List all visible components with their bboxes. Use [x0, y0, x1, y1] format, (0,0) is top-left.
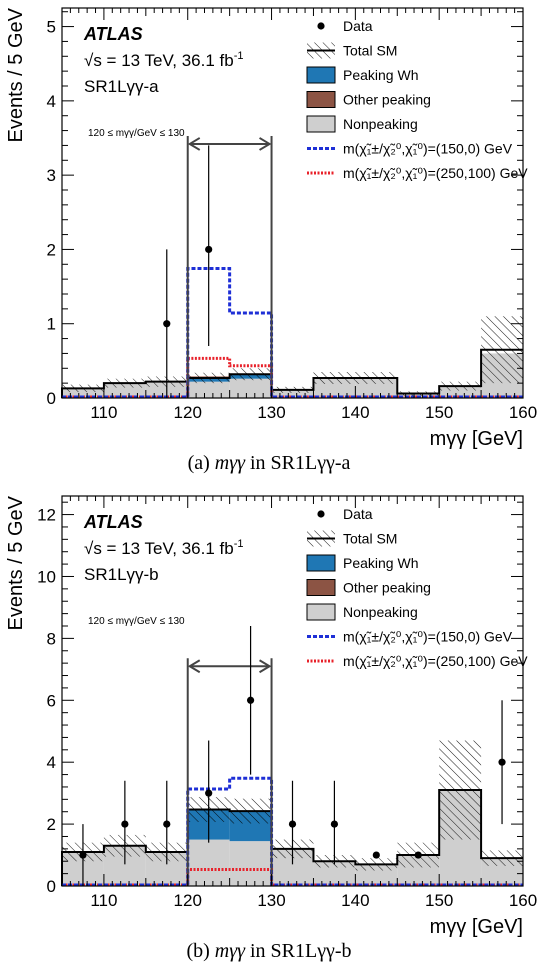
data-point — [205, 245, 213, 254]
window-label: 120 ≤ mγγ/GeV ≤ 130 — [88, 616, 185, 627]
experiment-label: ATLAS — [83, 24, 143, 44]
legend-fill-swatch — [306, 91, 336, 108]
y-tick-label: 10 — [37, 567, 56, 586]
nonpeaking-bar — [439, 386, 482, 398]
window-arrow-head-right — [259, 659, 272, 674]
legend-fill-swatch — [306, 66, 336, 84]
legend-label: Total SM — [343, 43, 397, 59]
x-tick-label: 140 — [341, 403, 369, 422]
legend-label: Nonpeaking — [343, 604, 418, 620]
y-tick-label: 4 — [47, 753, 56, 772]
legend-label: Other peaking — [343, 580, 431, 596]
legend-label: Data — [343, 506, 373, 522]
data-point — [121, 820, 129, 828]
window-arrow-head-left — [187, 137, 201, 151]
nonpeaking-bar — [229, 378, 272, 398]
energy-label-sup: -1 — [234, 538, 244, 550]
legend-label: m(χ̃₁±/χ̃₂⁰,χ̃₁⁰)=(150,0) GeV — [343, 629, 513, 645]
x-tick-label: 160 — [509, 403, 537, 422]
legend-label: Peaking Wh — [343, 67, 418, 83]
region-label: SR1Lγγ-b — [84, 565, 159, 584]
data-point — [498, 758, 506, 766]
y-tick-label: 2 — [47, 240, 56, 259]
legend-label: Other peaking — [343, 92, 431, 108]
x-tick-label: 130 — [257, 403, 285, 422]
legend-data-marker — [317, 510, 325, 518]
region-label: SR1Lγγ-a — [84, 77, 159, 96]
x-tick-label: 150 — [425, 403, 453, 422]
plot-frame — [61, 495, 524, 887]
nonpeaking-bar — [187, 839, 230, 886]
chart-panel-a: 0 1 2 3 4 5 110 120 130 140 150 160 mγγ [GeV] Events … — [5, 7, 537, 450]
y-axis-title: Events / 5 GeV — [5, 495, 27, 630]
x-axis-title: mγγ [GeV] — [430, 916, 523, 938]
data-point — [330, 820, 339, 828]
x-tick-label: 130 — [257, 891, 285, 910]
nonpeaking-bar — [229, 841, 272, 886]
x-tick-label: 110 — [90, 403, 117, 422]
chart-panel-b: 0 2 4 6 8 10 12 110 120 130 140 150 160 mγγ [GeV] Even… — [5, 495, 537, 938]
data-point — [246, 696, 255, 704]
y-tick-label: 5 — [47, 18, 56, 37]
y-tick-label: 8 — [47, 629, 56, 648]
legend-data-marker — [317, 22, 325, 30]
experiment-label: ATLAS — [83, 512, 143, 532]
y-tick-label: 4 — [47, 92, 56, 111]
legend-fill-swatch — [306, 603, 336, 621]
energy-label: √s = 13 TeV, 36.1 fb-1 — [84, 538, 243, 558]
legend-label: Data — [343, 18, 373, 34]
legend-label: Peaking Wh — [343, 555, 418, 571]
legend-fill-swatch — [306, 554, 336, 572]
y-tick-label: 1 — [47, 315, 56, 334]
y-tick-label: 0 — [47, 877, 56, 896]
x-tick-label: 110 — [90, 891, 117, 910]
window-arrow-head-left — [187, 659, 201, 674]
legend-label: m(χ̃₁±/χ̃₂⁰,χ̃₁⁰)=(250,100) GeV — [343, 653, 528, 669]
data-point — [372, 851, 380, 859]
window-label: 120 ≤ mγγ/GeV ≤ 130 — [88, 128, 185, 139]
y-tick-label: 6 — [47, 691, 56, 710]
data-point — [288, 820, 297, 828]
x-tick-label: 120 — [174, 403, 202, 422]
window-arrow-head-right — [259, 137, 272, 151]
nonpeaking-bar — [62, 388, 104, 398]
energy-label-sup: -1 — [234, 50, 244, 62]
data-point — [205, 789, 213, 797]
nonpeaking-bar — [187, 381, 230, 398]
y-tick-label: 2 — [47, 815, 56, 834]
y-axis-title: Events / 5 GeV — [5, 7, 27, 142]
legend-label: m(χ̃₁±/χ̃₂⁰,χ̃₁⁰)=(150,0) GeV — [343, 141, 513, 157]
energy-label: √s = 13 TeV, 36.1 fb-1 — [84, 50, 243, 70]
legend-label: m(χ̃₁±/χ̃₂⁰,χ̃₁⁰)=(250,100) GeV — [343, 165, 528, 181]
caption-b: (b) mγγ in SR1Lγγ-b — [186, 940, 352, 962]
x-tick-label: 150 — [425, 891, 453, 910]
signal-150-0-line — [62, 776, 523, 887]
data-point — [79, 851, 87, 859]
x-tick-label: 140 — [341, 891, 369, 910]
legend-label: Nonpeaking — [343, 116, 418, 132]
data-point — [414, 851, 422, 859]
caption-a: (a) mγγ in SR1Lγγ-a — [187, 452, 351, 474]
x-axis-title: mγγ [GeV] — [430, 428, 523, 450]
signal-150-0-line — [62, 266, 523, 399]
legend-fill-swatch — [306, 115, 336, 133]
x-tick-label: 160 — [509, 891, 537, 910]
x-tick-label: 120 — [174, 891, 202, 910]
legend-label: Total SM — [343, 531, 397, 547]
data-point — [163, 820, 171, 828]
legend-fill-swatch — [306, 579, 336, 596]
y-tick-label: 0 — [47, 389, 56, 408]
data-point — [163, 320, 171, 328]
y-tick-label: 3 — [47, 166, 56, 185]
nonpeaking-bar — [271, 390, 314, 398]
plot-frame — [61, 7, 524, 399]
y-tick-label: 12 — [37, 506, 56, 525]
